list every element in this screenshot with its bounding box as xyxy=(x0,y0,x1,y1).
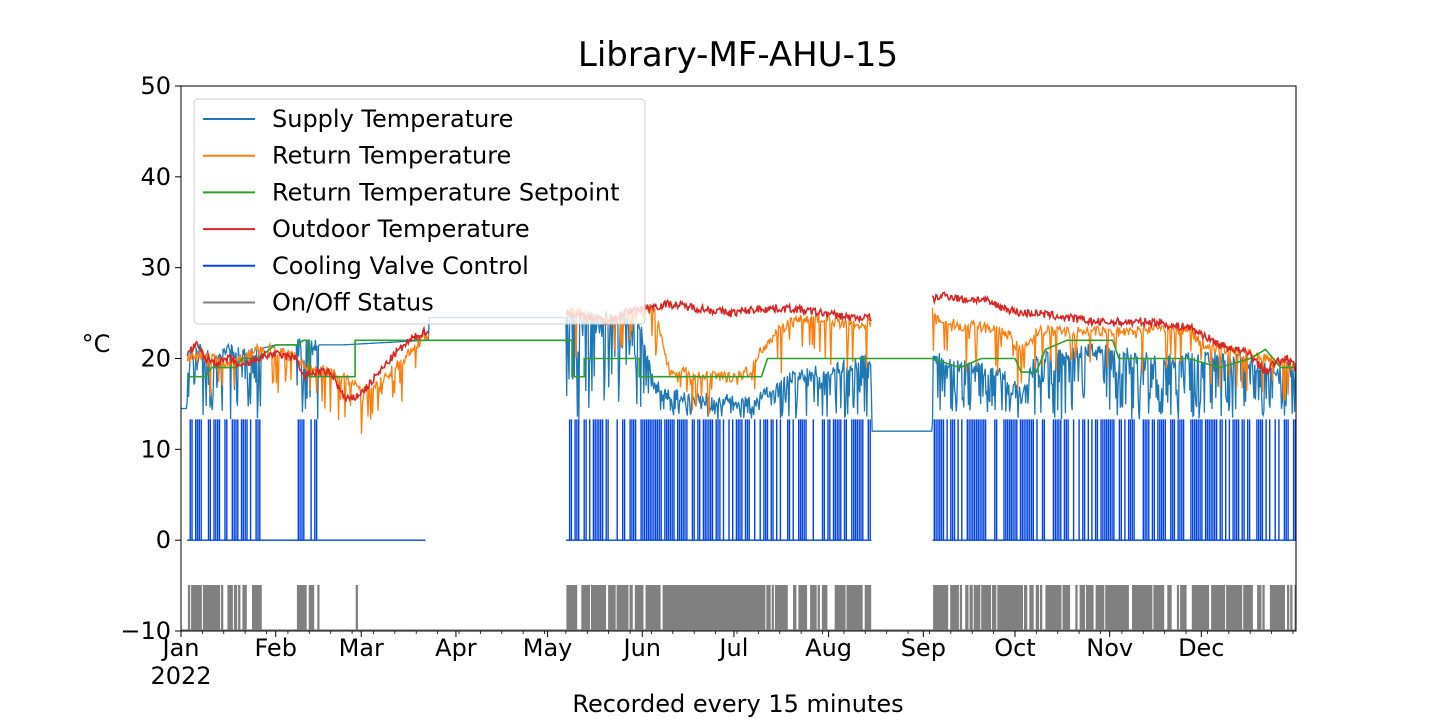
x-tick-label: May xyxy=(523,634,573,662)
series-return-temperature-setpoint xyxy=(187,339,1296,378)
series-cooling-valve-control xyxy=(187,419,1296,541)
series-supply-temperature xyxy=(181,310,1296,432)
x-tick-label: Apr xyxy=(435,634,477,662)
x-axis-year-label: 2022 xyxy=(150,662,211,690)
x-tick-label: Feb xyxy=(254,634,297,662)
y-tick-label: 30 xyxy=(140,254,171,282)
y-tick-label: 0 xyxy=(156,526,171,554)
x-tick-label: Dec xyxy=(1178,634,1224,662)
x-tick-label: Sep xyxy=(901,634,946,662)
x-axis-label: Recorded every 15 minutes xyxy=(572,690,903,718)
chart-title: Library-MF-AHU-15 xyxy=(578,35,898,75)
y-tick-label: −10 xyxy=(120,617,171,645)
legend-label: Return Temperature xyxy=(272,142,511,170)
y-tick-label: 50 xyxy=(140,72,171,100)
y-axis: −10 0 10 20 30 40 50 xyxy=(120,72,181,645)
x-tick-label: Nov xyxy=(1086,634,1133,662)
x-tick-label: Jan xyxy=(161,634,200,662)
x-axis: Jan Feb Mar Apr May Jun Jul Aug Sep Oct Nov Dec xyxy=(161,631,1294,662)
legend: Supply Temperature Return Temperature Retu… xyxy=(193,98,646,325)
legend-label: Outdoor Temperature xyxy=(272,215,530,243)
y-tick-label: 10 xyxy=(140,435,171,463)
legend-label: On/Off Status xyxy=(272,289,434,317)
y-tick-label: 20 xyxy=(140,345,171,373)
y-tick-label: 40 xyxy=(140,163,171,191)
y-axis-label: °C xyxy=(82,330,111,358)
series-layer xyxy=(181,291,1296,631)
legend-label: Return Temperature Setpoint xyxy=(272,178,620,206)
legend-label: Cooling Valve Control xyxy=(272,252,529,280)
legend-label: Supply Temperature xyxy=(272,105,513,133)
x-tick-label: Jul xyxy=(717,634,748,662)
x-tick-label: Mar xyxy=(339,634,384,662)
x-tick-label: Aug xyxy=(805,634,852,662)
legend-box xyxy=(193,98,646,325)
x-tick-label: Jun xyxy=(622,634,662,662)
x-tick-label: Oct xyxy=(994,634,1036,662)
series-on-off-status xyxy=(181,585,1296,631)
